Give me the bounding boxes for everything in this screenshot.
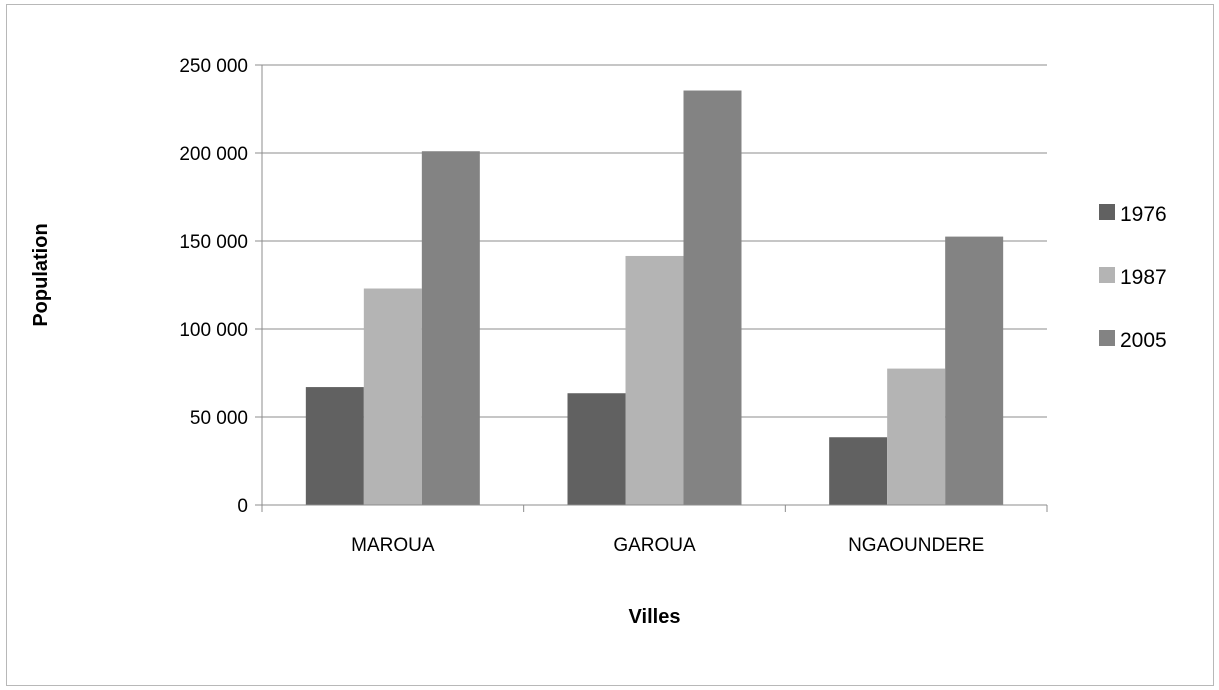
- bar-maroua-1987: [363, 288, 422, 505]
- x-axis-title: Villes: [629, 606, 681, 628]
- y-tick-label: 100 000: [179, 320, 248, 341]
- y-tick-labels: 0 50 000 100 000 150 000 200 000 250 000: [179, 56, 248, 517]
- chart-frame: [6, 4, 1214, 686]
- bar-garoua-1976: [567, 393, 626, 505]
- bar-ngaoundere-2005: [945, 236, 1004, 505]
- legend-swatch-2005: [1099, 330, 1115, 346]
- axes: [255, 64, 1048, 512]
- bar-maroua-2005: [421, 151, 480, 506]
- legend-swatch-1987: [1099, 267, 1115, 283]
- x-tick-label: MAROUA: [351, 535, 435, 556]
- legend: 1976 1987 2005: [1099, 203, 1167, 352]
- bar-ngaoundere-1987: [887, 368, 946, 505]
- y-tick-label: 50 000: [190, 408, 248, 429]
- bar-ngaoundere-1976: [829, 437, 888, 505]
- y-tick-label: 250 000: [179, 56, 248, 77]
- x-tick-label: GAROUA: [613, 535, 696, 556]
- legend-label-1976: 1976: [1120, 203, 1167, 226]
- x-tick-label: NGAOUNDERE: [848, 535, 984, 556]
- x-tick-labels: MAROUA GAROUA NGAOUNDERE: [351, 535, 984, 556]
- y-tick-label: 200 000: [179, 144, 248, 165]
- bar-maroua-1976: [305, 387, 364, 505]
- y-axis-title: Population: [30, 223, 52, 326]
- legend-swatch-1976: [1099, 204, 1115, 220]
- bars: [305, 90, 1004, 506]
- y-tick-label: 150 000: [179, 232, 248, 253]
- bar-garoua-2005: [683, 90, 742, 506]
- legend-label-2005: 2005: [1120, 329, 1167, 352]
- bar-garoua-1987: [625, 255, 684, 505]
- y-tick-label: 0: [237, 496, 248, 517]
- legend-label-1987: 1987: [1120, 266, 1167, 289]
